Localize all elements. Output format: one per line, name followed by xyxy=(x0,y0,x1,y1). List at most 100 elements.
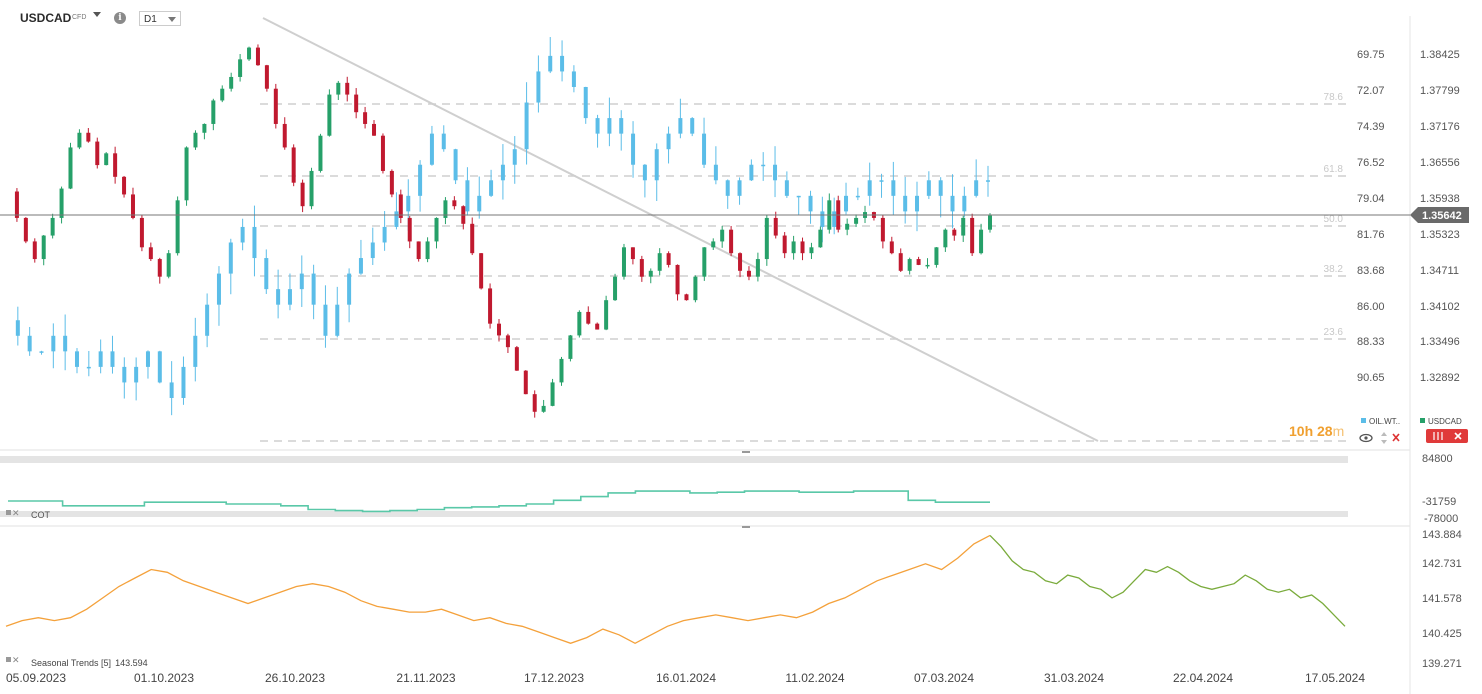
remove-oil-icon[interactable] xyxy=(1392,433,1400,442)
oil-body xyxy=(134,366,139,383)
candle-body xyxy=(229,76,234,89)
timeframe-select[interactable]: D1 xyxy=(139,11,181,26)
oil-body xyxy=(595,118,600,134)
candle-body xyxy=(729,229,734,254)
cot-y-tick: -31759 xyxy=(1422,496,1456,508)
oil-body xyxy=(39,351,44,353)
sort-icon[interactable] xyxy=(1381,432,1387,444)
oil-body xyxy=(110,351,115,367)
oil-body xyxy=(477,195,482,212)
oil-y-tick: 81.76 xyxy=(1357,229,1385,241)
x-tick: 16.01.2024 xyxy=(656,671,716,685)
visibility-off-icon[interactable] xyxy=(1433,432,1443,440)
fib-label: 61.8 xyxy=(1324,164,1344,175)
info-icon[interactable]: i xyxy=(114,12,126,24)
candle-body xyxy=(425,241,430,260)
candle-body xyxy=(452,200,457,207)
candle-countdown: 10h 28m xyxy=(1289,423,1344,439)
panel-separator[interactable] xyxy=(0,511,1348,517)
candle-body xyxy=(791,241,796,254)
candle-body xyxy=(59,188,64,218)
candle-body xyxy=(684,294,689,301)
oil-body xyxy=(725,180,730,196)
candle-body xyxy=(470,223,475,254)
resize-handle-icon[interactable] xyxy=(742,451,750,453)
oil-body xyxy=(974,180,979,196)
oil-body xyxy=(465,180,470,212)
symbol-dropdown-icon[interactable] xyxy=(93,12,101,17)
oil-y-tick: 88.33 xyxy=(1357,336,1385,348)
oil-body xyxy=(737,180,742,196)
candle-body xyxy=(961,217,966,236)
candle-body xyxy=(380,135,385,171)
oil-body xyxy=(666,133,671,150)
fib-label: 50.0 xyxy=(1324,214,1344,225)
candle-body xyxy=(800,241,805,254)
seasonal-title: Seasonal Trends [5] 143.594 xyxy=(31,658,148,668)
series-legend: OIL.WT.. USDCAD xyxy=(1359,417,1468,444)
candle-body xyxy=(398,194,403,218)
candle-body xyxy=(220,88,225,101)
candle-body xyxy=(327,94,332,136)
y-tick: 1.35323 xyxy=(1420,229,1460,241)
oil-y-tick: 83.68 xyxy=(1357,265,1385,277)
oil-body xyxy=(441,133,446,150)
candle-body xyxy=(273,88,278,124)
candle-body xyxy=(175,200,180,254)
candle-body xyxy=(300,182,305,207)
candle-body xyxy=(157,259,162,277)
candle-body xyxy=(943,229,948,248)
oil-body xyxy=(193,335,198,367)
fibonacci-levels: 78.6 61.8 50.0 38.2 23.6 xyxy=(260,92,1346,442)
resize-handle-icon[interactable] xyxy=(742,526,750,528)
cot-panel xyxy=(8,490,990,513)
x-tick: 01.10.2023 xyxy=(134,671,194,685)
oil-body xyxy=(607,118,612,134)
candle-body xyxy=(577,311,582,336)
candle-body xyxy=(782,235,787,254)
oil-body xyxy=(347,273,352,305)
symbol-name[interactable]: USDCAD xyxy=(20,11,72,25)
candle-body xyxy=(988,215,992,230)
eye-icon[interactable] xyxy=(1359,433,1373,443)
candle-body xyxy=(122,176,127,195)
panel-separator[interactable] xyxy=(0,456,1348,463)
candle-body xyxy=(514,347,519,371)
candle-body xyxy=(720,229,725,242)
cot-axis: 84800 -31759 -78000 xyxy=(1422,453,1458,525)
seasonal-label: ✕ Seasonal Trends [5] 143.594 xyxy=(6,655,148,668)
candle-body xyxy=(738,253,743,271)
candle-body xyxy=(389,170,394,195)
y-tick: 1.32892 xyxy=(1420,372,1460,384)
usdcad-legend-label[interactable]: USDCAD xyxy=(1428,417,1462,426)
oil-body xyxy=(986,180,990,182)
oil-body xyxy=(406,195,411,212)
candle-body xyxy=(970,217,975,254)
oil-body xyxy=(181,366,186,398)
cot-close-icon[interactable]: ✕ xyxy=(12,508,20,518)
seasonal-y-tick: 142.731 xyxy=(1422,558,1462,570)
candle-body xyxy=(139,217,144,248)
oil-body xyxy=(15,320,20,336)
x-tick: 05.09.2023 xyxy=(6,671,66,685)
oil-body xyxy=(820,211,825,227)
oil-body xyxy=(122,366,127,383)
candle-body xyxy=(130,194,135,218)
candle-body xyxy=(291,147,296,183)
x-tick: 21.11.2023 xyxy=(396,671,455,685)
seasonal-panel xyxy=(5,534,1346,645)
candle-body xyxy=(586,311,591,324)
oil-body xyxy=(654,149,659,181)
remove-usdcad-icon[interactable] xyxy=(1454,432,1462,440)
price-tag-shape xyxy=(1410,207,1469,223)
cot-settings-icon[interactable] xyxy=(6,510,11,515)
seasonal-settings-icon[interactable] xyxy=(6,657,11,662)
candle-body xyxy=(675,264,680,295)
seasonal-close-icon[interactable]: ✕ xyxy=(12,655,20,665)
oil-body xyxy=(678,118,683,134)
y-tick: 1.37799 xyxy=(1420,85,1460,97)
price-axis-right: 1.38425 1.37799 1.37176 1.36556 1.35938 … xyxy=(1420,49,1460,384)
trendline[interactable] xyxy=(262,17,1099,442)
oil-legend-label[interactable]: OIL.WT.. xyxy=(1369,417,1400,426)
